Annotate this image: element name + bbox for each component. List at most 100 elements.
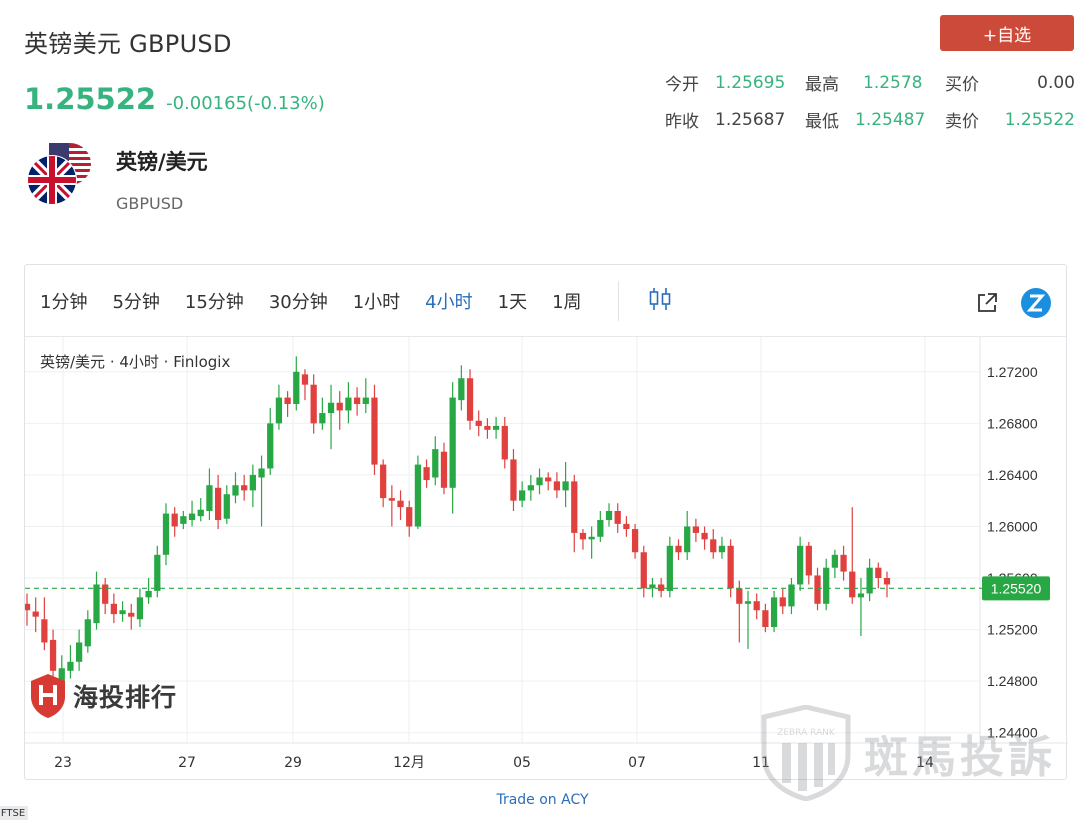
external-link-icon[interactable]: [976, 292, 998, 318]
candle-body: [197, 509, 204, 517]
candle-body: [180, 516, 187, 524]
x-tick-label: 27: [178, 755, 196, 771]
candle-body: [301, 374, 309, 385]
candle-body: [701, 532, 708, 540]
candle-body: [423, 467, 430, 481]
instrument-card: 英镑/美元 GBPUSD: [26, 142, 208, 213]
candle-body: [136, 597, 144, 620]
prev-close-value: 1.25687: [715, 109, 786, 130]
x-tick-label: 05: [513, 755, 531, 771]
candle-body: [762, 610, 769, 627]
candle-body: [536, 477, 543, 486]
candle-body: [214, 487, 222, 521]
zebra-shield-icon: ZEBRA RANK: [761, 705, 851, 801]
finlogix-logo-icon[interactable]: [1020, 287, 1052, 323]
candle-body: [658, 584, 665, 591]
instrument-name: 英镑/美元: [116, 150, 208, 174]
current-price-badge: [982, 576, 1050, 601]
tab-1min[interactable]: 1分钟: [40, 291, 88, 313]
watermark-text: 海投排行: [73, 683, 178, 712]
candle-body: [710, 539, 717, 553]
candle-body: [380, 464, 387, 499]
tab-30min[interactable]: 30分钟: [268, 291, 328, 313]
add-watchlist-button[interactable]: +自选: [940, 15, 1074, 51]
y-tick-label: 1.26800: [987, 415, 1038, 431]
candle-body: [744, 601, 752, 604]
open-label: 今开: [665, 75, 699, 95]
candle-body: [353, 397, 361, 405]
candle-body: [788, 584, 795, 607]
x-tick-label: 11: [752, 755, 770, 771]
candle-body: [666, 545, 673, 591]
candle-body: [128, 612, 135, 617]
candle-body: [162, 513, 170, 555]
candle-body: [597, 520, 604, 537]
tab-15min[interactable]: 15分钟: [184, 291, 244, 313]
candle-body: [579, 532, 587, 540]
candle-body: [267, 423, 274, 469]
candle-body: [475, 420, 482, 426]
x-tick-label: 29: [284, 755, 302, 771]
candle-body: [249, 474, 256, 491]
trade-on-link[interactable]: Trade on ACY: [496, 792, 589, 808]
tab-1w[interactable]: 1周: [552, 291, 582, 313]
quote-row: 今开 1.25695 最高 1.2578 买价 0.00: [665, 64, 1075, 101]
chart-caption: 英镑/美元 · 4小时 · Finlogix: [40, 353, 231, 371]
zebra-text: 斑馬投訴: [864, 732, 1056, 783]
candle-body: [588, 536, 595, 540]
candle-body: [649, 584, 656, 589]
chart-panel: 1分钟 5分钟 15分钟 30分钟 1小时 4小时 1天 1周 1.27200 1…: [24, 264, 1068, 801]
tab-1h[interactable]: 1小时: [352, 291, 401, 313]
y-tick-label: 1.25200: [987, 622, 1038, 638]
y-tick-label: 1.27200: [987, 364, 1038, 380]
candle-body: [684, 526, 691, 553]
candle-body: [406, 507, 413, 527]
y-tick-label: 1.26400: [987, 467, 1038, 483]
haitou-watermark: 海投排行: [29, 673, 177, 719]
candle-body: [484, 425, 491, 430]
candle-body: [857, 593, 865, 598]
candle-body: [571, 481, 578, 533]
high-label: 最高: [805, 75, 839, 95]
tab-5min[interactable]: 5分钟: [112, 291, 160, 313]
candle-body: [501, 425, 508, 460]
y-tick-label: 1.26000: [987, 518, 1038, 534]
candle-body: [32, 611, 39, 617]
ask-value: 1.25522: [1004, 109, 1075, 130]
candle-body: [466, 378, 474, 421]
bid-value: 0.00: [1037, 72, 1075, 93]
currency-flags-icon: [26, 142, 92, 208]
shield-logo-icon: [31, 674, 65, 718]
page-title: 英镑美元 GBPUSD: [24, 30, 232, 58]
y-tick-label: 1.24400: [987, 725, 1038, 741]
candle-body: [510, 459, 517, 501]
candle-body: [605, 511, 613, 521]
candle-body: [718, 545, 726, 553]
candlestick-chart[interactable]: 1.272001.268001.264001.260001.256001.252…: [25, 337, 1068, 781]
candle-body: [362, 397, 369, 405]
low-label: 最低: [805, 112, 839, 132]
candle-body: [206, 485, 213, 511]
candlestick-type-icon[interactable]: [649, 287, 671, 315]
candle-body: [284, 397, 291, 405]
chart-toolbar: 1分钟 5分钟 15分钟 30分钟 1小时 4小时 1天 1周: [25, 265, 1066, 337]
y-tick-label: 1.24800: [987, 673, 1038, 689]
candle-body: [527, 485, 534, 491]
ask-label: 卖价: [945, 112, 979, 132]
ftse-tag: FTSE: [0, 806, 28, 820]
candle-body: [797, 545, 804, 585]
low-value: 1.25487: [855, 109, 926, 130]
candle-body: [41, 619, 48, 643]
candle-body: [67, 661, 74, 671]
candle-body: [675, 545, 682, 553]
candle-body: [736, 588, 743, 604]
candle-body: [883, 578, 891, 585]
tab-1d[interactable]: 1天: [497, 291, 528, 313]
candle-body: [145, 590, 152, 598]
candle-body: [223, 494, 230, 519]
tab-4h[interactable]: 4小时: [425, 291, 473, 313]
candle-body: [232, 485, 239, 496]
x-tick-label: 12月: [393, 755, 425, 771]
candle-body: [614, 511, 621, 524]
candle-body: [545, 477, 552, 482]
